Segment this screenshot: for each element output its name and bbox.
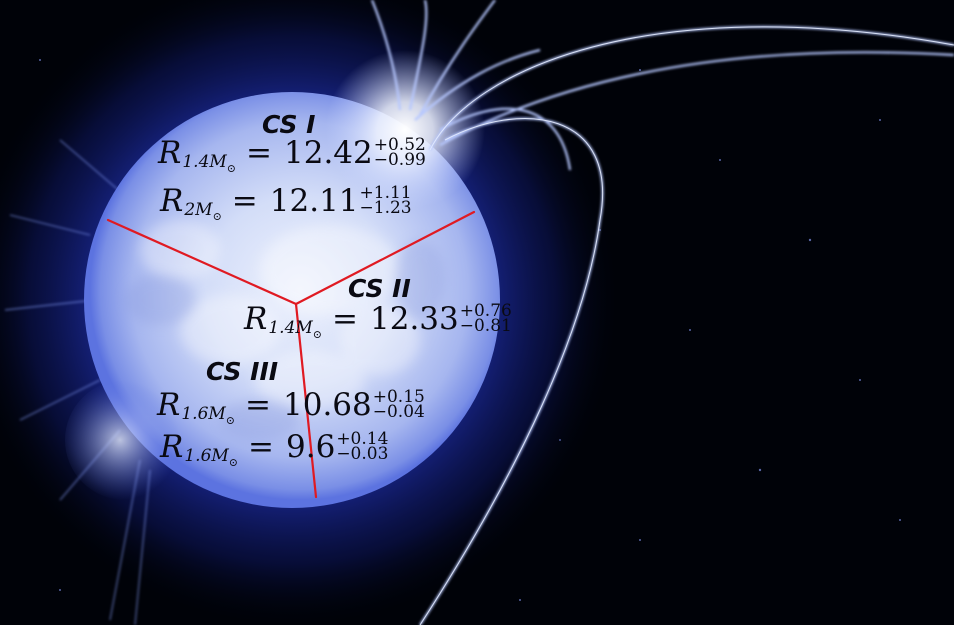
cs3-heading: CS III <box>206 357 279 386</box>
cs1-equation-1: R 1.4M⊙ = 12.42 +0.52 −0.99 <box>158 134 426 175</box>
cs3-eq1-relation: = <box>245 387 271 423</box>
cs1-eq2-lower: −1.23 <box>359 197 412 218</box>
cs2-eq1-lower: −0.81 <box>459 315 512 336</box>
cs1-eq1-value: 12.42 <box>284 135 373 171</box>
cs2-eq1-subscript: 1.4M⊙ <box>268 318 322 341</box>
cs2-eq1-symbol: R <box>244 301 268 337</box>
cs3-equation-1: R 1.6M⊙ = 10.68 +0.15 −0.04 <box>157 386 425 427</box>
cs3-eq1-uncertainty: +0.15 −0.04 <box>372 386 425 422</box>
cs1-eq2-subscript: 2M⊙ <box>184 200 221 223</box>
cs2-eq1-relation: = <box>332 301 358 337</box>
cs2-equation-1: R 1.4M⊙ = 12.33 +0.76 −0.81 <box>244 300 512 341</box>
sun-symbol-icon: ⊙ <box>312 328 323 341</box>
field-line-highlights <box>419 26 954 625</box>
cs1-eq1-lower: −0.99 <box>373 149 426 170</box>
cs3-eq2-symbol: R <box>160 429 184 465</box>
cs1-eq2-symbol: R <box>160 183 184 219</box>
cs3-eq1-value: 10.68 <box>283 387 372 423</box>
cs3-eq1-subscript: 1.6M⊙ <box>181 404 235 427</box>
cs3-eq1-subscript-text: 1.6M <box>181 404 226 424</box>
cs1-heading: CS I <box>262 110 316 139</box>
cs2-eq1-upper: +0.76 <box>459 300 512 321</box>
region-divider-lines <box>106 210 476 499</box>
cs3-eq1-symbol: R <box>157 387 181 423</box>
sun-symbol-icon: ⊙ <box>212 210 222 223</box>
cs3-eq2-subscript: 1.6M⊙ <box>184 446 238 469</box>
cs3-eq2-uncertainty: +0.14 −0.03 <box>336 428 389 464</box>
cs3-eq1-upper: +0.15 <box>372 386 425 407</box>
cs2-eq1-value: 12.33 <box>370 301 459 337</box>
sun-symbol-icon: ⊙ <box>226 162 237 175</box>
cs1-eq2-upper: +1.11 <box>359 182 412 203</box>
cs1-eq1-uncertainty: +0.52 −0.99 <box>373 134 426 170</box>
cs1-eq2-subscript-text: 2M <box>184 200 213 220</box>
cs3-eq2-value: 9.6 <box>286 429 336 465</box>
cs3-eq1-lower: −0.04 <box>372 401 425 422</box>
cs1-eq2-relation: = <box>231 183 258 219</box>
cs1-eq1-relation: = <box>246 135 272 171</box>
sun-symbol-icon: ⊙ <box>228 456 239 469</box>
surface-texture <box>140 220 420 410</box>
cs2-eq1-subscript-text: 1.4M <box>268 318 313 338</box>
cs1-eq1-symbol: R <box>158 135 182 171</box>
cs3-eq2-lower: −0.03 <box>336 443 389 464</box>
cs3-eq2-relation: = <box>248 429 274 465</box>
surface-dark-patches <box>125 240 445 440</box>
cs2-heading: CS II <box>348 274 411 303</box>
cs3-eq2-upper: +0.14 <box>336 428 389 449</box>
cs1-eq2-value: 12.11 <box>269 183 359 219</box>
cs1-eq1-subscript-text: 1.4M <box>182 152 227 172</box>
cs3-eq2-subscript-text: 1.6M <box>184 446 229 466</box>
cs2-eq1-uncertainty: +0.76 −0.81 <box>459 300 512 336</box>
sun-symbol-icon: ⊙ <box>225 414 236 427</box>
cs1-equation-2: R 2M⊙ = 12.11 +1.11 −1.23 <box>160 182 412 223</box>
cs1-eq1-subscript: 1.4M⊙ <box>182 152 236 175</box>
cs1-eq2-uncertainty: +1.11 −1.23 <box>359 182 412 218</box>
cs3-equation-2: R 1.6M⊙ = 9.6 +0.14 −0.03 <box>160 428 389 469</box>
cs1-eq1-upper: +0.52 <box>373 134 426 155</box>
